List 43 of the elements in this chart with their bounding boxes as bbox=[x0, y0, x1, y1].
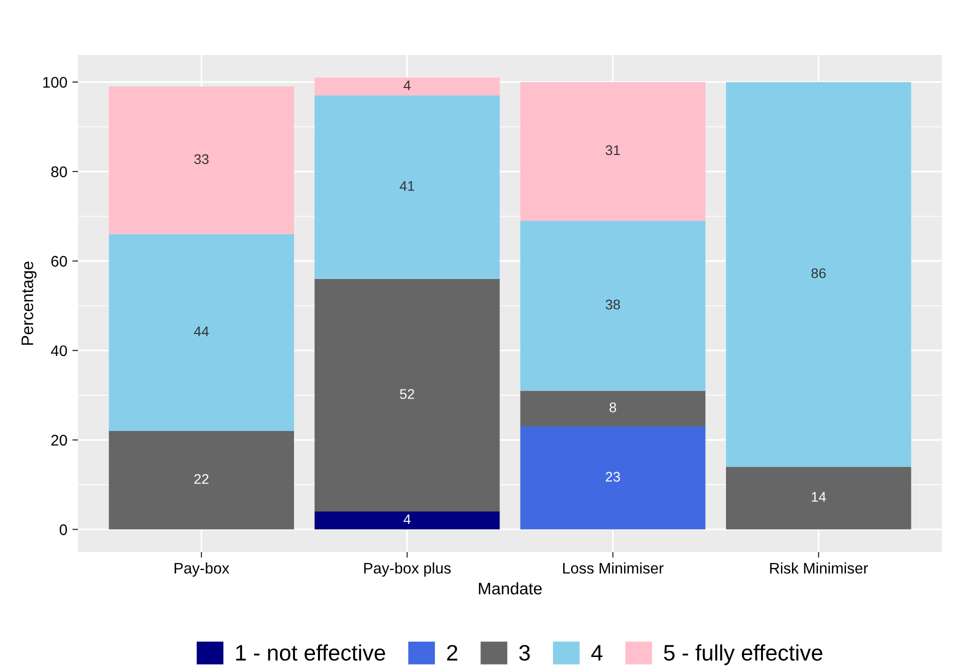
bar bbox=[314, 278, 500, 512]
bar bbox=[726, 466, 912, 530]
data-label: 31 bbox=[606, 145, 620, 156]
bar bbox=[520, 82, 706, 221]
y-tick-label: 60 bbox=[51, 256, 67, 267]
bar bbox=[520, 426, 706, 530]
bar bbox=[108, 430, 294, 530]
y-tick-label: 20 bbox=[51, 434, 67, 446]
y-tick-label: 0 bbox=[60, 524, 67, 536]
data-label: 8 bbox=[610, 402, 616, 412]
legend-label: 2 bbox=[447, 644, 458, 660]
bar bbox=[726, 82, 912, 467]
x-tick-label: Pay-box bbox=[174, 562, 230, 577]
data-label: 23 bbox=[606, 472, 620, 482]
bar bbox=[108, 234, 294, 431]
legend-label: 1 - not effective bbox=[236, 644, 386, 661]
legend-label: 5 - fully effective bbox=[664, 644, 822, 666]
bar bbox=[520, 390, 706, 427]
y-tick-label: 80 bbox=[51, 166, 67, 178]
data-label: 41 bbox=[400, 181, 414, 191]
bar bbox=[108, 86, 294, 234]
x-tick-label: Risk Minimiser bbox=[770, 562, 868, 574]
y-axis-title: Percentage bbox=[22, 262, 37, 345]
bar bbox=[520, 220, 706, 391]
x-axis-title: Mandate bbox=[478, 582, 542, 594]
bar bbox=[314, 78, 500, 96]
legend-label: 4 bbox=[591, 645, 602, 660]
y-tick-label: 40 bbox=[50, 345, 67, 356]
data-label: 33 bbox=[194, 154, 209, 164]
data-label: 86 bbox=[811, 268, 826, 278]
y-tick-label: 100 bbox=[43, 76, 67, 88]
bar bbox=[314, 95, 500, 279]
data-label: 52 bbox=[400, 389, 414, 399]
bar bbox=[314, 512, 500, 530]
data-label: 38 bbox=[606, 300, 620, 310]
data-label: 14 bbox=[812, 492, 826, 502]
data-label: 44 bbox=[194, 326, 209, 336]
data-label: 4 bbox=[404, 80, 411, 90]
x-tick-label: Pay-box plus bbox=[364, 562, 451, 577]
data-label: 4 bbox=[404, 514, 411, 524]
data-label: 22 bbox=[194, 474, 208, 484]
legend-label: 3 bbox=[519, 644, 530, 661]
x-tick-label: Loss Minimiser bbox=[563, 562, 664, 574]
